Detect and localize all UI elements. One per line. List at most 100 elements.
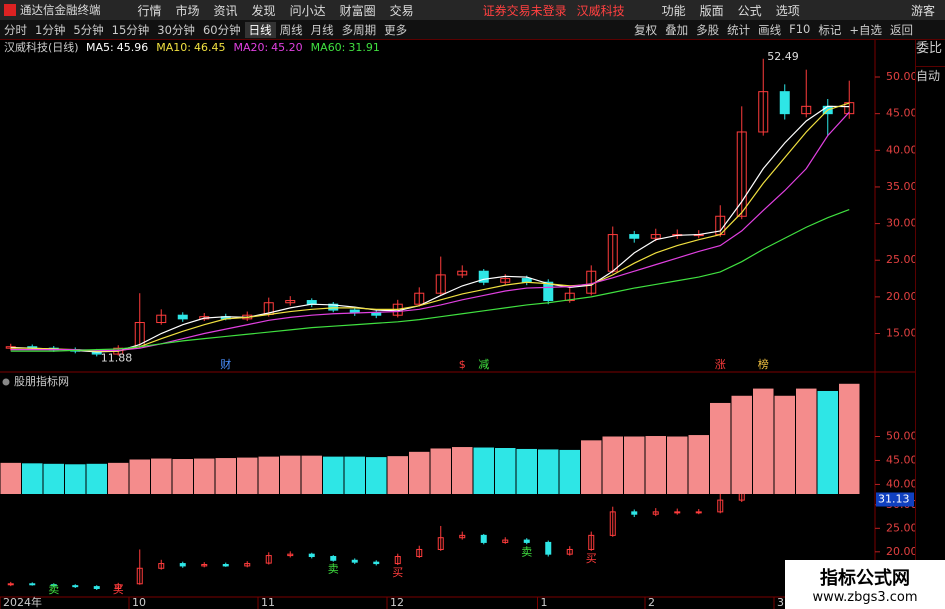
- signal-label: 卖: [328, 563, 339, 576]
- menu-item[interactable]: 资讯: [213, 3, 238, 18]
- period-tab[interactable]: 月线: [310, 22, 334, 37]
- legend-value: 46.45: [194, 41, 226, 54]
- user[interactable]: 游客: [910, 3, 935, 18]
- y-tick-label: 50.00: [886, 430, 915, 443]
- legend-value: 45.20: [271, 41, 303, 54]
- action-button[interactable]: 标记: [818, 22, 842, 37]
- x-tick-label: 11: [261, 596, 275, 609]
- candle-body: [222, 564, 229, 567]
- candle-body: [437, 537, 444, 550]
- candle-body: [72, 585, 79, 588]
- menu-item[interactable]: 交易: [389, 3, 414, 18]
- candle-body: [478, 270, 489, 283]
- y2-tick-label: 20.00: [886, 545, 915, 558]
- candle-body: [650, 234, 661, 239]
- period-tab[interactable]: 多周期: [341, 22, 377, 37]
- tool-item[interactable]: 版面: [699, 3, 724, 18]
- candle-body: [500, 278, 511, 283]
- chart: 汉威科技(日线) MA5: 45.96 MA10: 46.45 MA20: 45.20 MA6…: [0, 40, 915, 609]
- period-tab[interactable]: 60分钟: [202, 22, 241, 37]
- tool-item[interactable]: 选项: [775, 3, 800, 18]
- indicator-bar: [839, 383, 860, 494]
- menu-item[interactable]: 行情: [137, 3, 162, 18]
- menu-item[interactable]: 财富圈: [339, 3, 376, 18]
- high-label: 52.49: [767, 50, 799, 63]
- y-tick-label: 15.00: [886, 327, 915, 340]
- candle-body: [545, 541, 552, 555]
- candle-body: [265, 555, 272, 564]
- indicator-bar: [301, 455, 322, 494]
- candle-body: [801, 105, 812, 115]
- indicator-bar: [710, 402, 731, 494]
- period-tab[interactable]: 1分钟: [35, 22, 66, 37]
- tools: 功能 版面 公式 选项: [655, 2, 807, 19]
- indicator-bar: [280, 455, 301, 494]
- indicator-bar: [344, 456, 365, 494]
- ma-line: [10, 102, 850, 352]
- toolbar: 分时 1分钟 5分钟 15分钟 30分钟 60分钟 日线 周线 月线 多周期 更多 复权 叠加 多股 统计…: [0, 20, 945, 40]
- action-button[interactable]: 画线: [758, 22, 782, 37]
- ma-line: [10, 111, 850, 351]
- event-marker: 财: [220, 357, 231, 371]
- menu: 行情 市场 资讯 发现 问小达 财富圈 交易: [131, 2, 421, 19]
- menu-item[interactable]: 问小达: [289, 3, 326, 18]
- event-marker: 减: [478, 358, 489, 371]
- side-panel: 委比卖五卖四卖三卖二卖一买一买二买三买四买五现价涨跌涨幅总量外盘换手净资收益自动…: [915, 40, 945, 609]
- action-button[interactable]: 统计: [727, 22, 751, 37]
- candle-body: [502, 539, 509, 543]
- indicator-title: 股朋指标网: [14, 374, 69, 388]
- legend-name: MA20:: [233, 41, 268, 54]
- indicator-bar: [796, 388, 817, 494]
- x-tick-label: 12: [390, 596, 404, 609]
- period-tab[interactable]: 更多: [384, 22, 408, 37]
- candle-body: [373, 561, 380, 565]
- signal-label: 买: [392, 566, 403, 579]
- indicator-bar: [688, 435, 709, 494]
- menu-item[interactable]: 发现: [251, 3, 276, 18]
- period-tab[interactable]: 分时: [4, 22, 27, 37]
- period-tab[interactable]: 周线: [279, 22, 303, 37]
- candle-body: [695, 511, 702, 514]
- legend-name: MA10:: [156, 41, 191, 54]
- action-button[interactable]: +自选: [849, 22, 882, 37]
- mini-chart: [7, 494, 745, 590]
- periods: 分时 1分钟 5分钟 15分钟 30分钟 60分钟 日线 周线 月线 多周期 更多: [0, 21, 411, 38]
- indicator-bar: [237, 457, 258, 494]
- indicator-bar: [645, 436, 666, 494]
- signal-label: 卖: [521, 545, 532, 558]
- menu-item[interactable]: 市场: [175, 3, 200, 18]
- period-tab[interactable]: 15分钟: [111, 22, 150, 37]
- candle-body: [136, 567, 143, 585]
- candle-body: [394, 556, 401, 565]
- ma-line: [10, 209, 850, 352]
- action-button[interactable]: 复权: [634, 22, 658, 37]
- candle-body: [738, 494, 745, 501]
- candle-body: [609, 511, 616, 536]
- tool-item[interactable]: 公式: [737, 3, 762, 18]
- x-tick-label: 3: [777, 596, 784, 609]
- candle-body: [285, 300, 296, 304]
- indicator-bar: [753, 388, 774, 494]
- tool-item[interactable]: 功能: [661, 3, 686, 18]
- indicator-bar: [172, 459, 193, 494]
- candle-body: [287, 553, 294, 557]
- legend-name: MA5:: [86, 41, 114, 54]
- candle-body: [179, 563, 186, 567]
- period-tab[interactable]: 30分钟: [157, 22, 195, 37]
- candle-body: [435, 274, 446, 294]
- action-button[interactable]: F10: [789, 21, 811, 36]
- signal-label: 买: [586, 552, 597, 565]
- candle-body: [414, 292, 425, 305]
- period-tab[interactable]: 5分钟: [73, 22, 104, 37]
- last-value-label: 31.13: [878, 492, 910, 505]
- action-button[interactable]: 返回: [890, 22, 913, 37]
- quote-label: 委比: [916, 41, 943, 56]
- app-name: 通达信金融终端: [20, 3, 101, 17]
- action-button[interactable]: 叠加: [665, 22, 689, 37]
- candle-body: [371, 312, 382, 316]
- indicator-bar: [602, 436, 623, 494]
- period-tab[interactable]: 日线: [244, 21, 276, 38]
- action-button[interactable]: 多股: [696, 22, 720, 37]
- trade-label: 自动: [916, 68, 941, 83]
- indicator-bar: [22, 463, 43, 494]
